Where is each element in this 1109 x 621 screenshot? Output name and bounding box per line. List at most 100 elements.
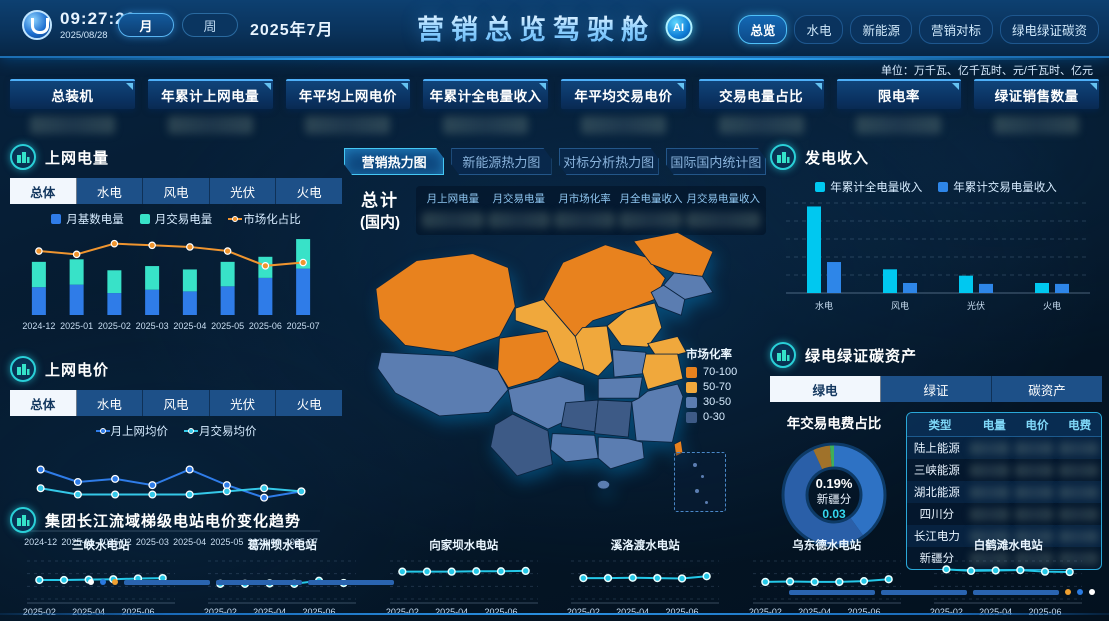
green-table-row-5[interactable]: 长江电力 bbox=[907, 525, 1101, 547]
power-tab-2[interactable]: 水电 bbox=[76, 178, 144, 204]
logo-icon bbox=[22, 10, 52, 40]
svg-text:2025-04: 2025-04 bbox=[173, 537, 206, 547]
green-table-row-value-blurred bbox=[1014, 529, 1054, 543]
total-column-2: 月交易电量 bbox=[487, 191, 550, 228]
total-columns: 月上网电量 月交易电量 月市场化率 月全电量收入 月交易电量收入 bbox=[416, 186, 766, 235]
total-column-value-blurred bbox=[422, 212, 484, 228]
pagination-dots-left[interactable] bbox=[88, 579, 394, 585]
current-date: 2025/08/28 bbox=[60, 30, 108, 41]
power-tab-4[interactable]: 光伏 bbox=[209, 178, 277, 204]
price-tab-2[interactable]: 水电 bbox=[76, 390, 144, 416]
kpi-card-5[interactable]: 年平均交易电价 bbox=[561, 79, 686, 134]
kpi-card-4[interactable]: 年累计全电量收入 bbox=[423, 79, 548, 134]
map-region-liaoning[interactable] bbox=[650, 284, 686, 316]
nav-tab-4[interactable]: 营销对标 bbox=[918, 15, 993, 44]
svg-text:2025-02: 2025-02 bbox=[99, 537, 132, 547]
map-region-hunan[interactable] bbox=[594, 399, 633, 438]
kpi-card-label: 年平均交易电价 bbox=[561, 79, 686, 109]
svg-text:2025-06: 2025-06 bbox=[249, 321, 282, 331]
svg-text:2024-12: 2024-12 bbox=[24, 537, 57, 547]
period-month-button[interactable]: 月 bbox=[118, 13, 174, 37]
legend-label: 市场化占比 bbox=[243, 214, 301, 226]
map-region-shaanxi[interactable] bbox=[574, 325, 613, 377]
kpi-card-7[interactable]: 限电率 bbox=[836, 79, 962, 134]
heatmap-tab-1[interactable]: 营销热力图 bbox=[344, 148, 444, 175]
map-region-yunnan[interactable] bbox=[490, 413, 553, 477]
legend-line-marker bbox=[95, 428, 110, 434]
legend-market-ratio[interactable]: 市场化占比 bbox=[228, 211, 301, 227]
legend-grid-price[interactable]: 月上网均价 bbox=[95, 423, 168, 439]
station-mini-chart: 2025-02 2025-04 2025-06 bbox=[930, 560, 1083, 617]
total-column-header: 月交易电量 bbox=[492, 193, 545, 205]
map-region-guangxi[interactable] bbox=[550, 433, 599, 463]
price-tab-1[interactable]: 总体 bbox=[10, 390, 77, 416]
svg-text:2025-01: 2025-01 bbox=[61, 537, 94, 547]
legend-swatch bbox=[139, 214, 150, 224]
top-header: 09:27:22 2025/08/28 月 周 2025年7月 营销总览驾驶舱 … bbox=[0, 0, 1109, 60]
power-tab-1[interactable]: 总体 bbox=[10, 178, 77, 204]
power-tab-5[interactable]: 火电 bbox=[276, 178, 342, 204]
green-table-row-6[interactable]: 新疆分 bbox=[907, 547, 1101, 569]
map-region-guangdong[interactable] bbox=[597, 436, 645, 470]
price-tab-4[interactable]: 光伏 bbox=[209, 390, 277, 416]
heatmap-tab-3[interactable]: 对标分析热力图 bbox=[559, 148, 659, 175]
nav-tab-3[interactable]: 新能源 bbox=[850, 15, 912, 44]
map-region-jiangsu-anhui[interactable] bbox=[641, 353, 684, 390]
kpi-card-6[interactable]: 交易电量占比 bbox=[698, 79, 824, 134]
green-tab-1[interactable]: 绿电 bbox=[770, 376, 881, 402]
legend-total-income[interactable]: 年累计全电量收入 bbox=[815, 179, 922, 195]
power-tab-3[interactable]: 风电 bbox=[143, 178, 210, 204]
price-panel-icon bbox=[10, 356, 36, 382]
map-region-jilin[interactable] bbox=[662, 272, 714, 300]
kpi-card-3[interactable]: 年平均上网电价 bbox=[285, 79, 411, 134]
map-region-tibet[interactable] bbox=[377, 351, 509, 417]
legend-swatch bbox=[815, 182, 826, 192]
svg-text:2025-06: 2025-06 bbox=[303, 607, 336, 617]
period-week-button[interactable]: 周 bbox=[182, 13, 238, 37]
green-tab-2[interactable]: 绿证 bbox=[881, 376, 992, 402]
kpi-card-1[interactable]: 总装机 bbox=[10, 79, 135, 134]
power-legend: 月基数电量 月交易电量 市场化占比 bbox=[10, 211, 342, 227]
svg-text:2025-04: 2025-04 bbox=[72, 607, 105, 617]
legend-label: 月基数电量 bbox=[66, 214, 124, 226]
legend-trade-price[interactable]: 月交易均价 bbox=[184, 423, 257, 439]
legend-trade-power[interactable]: 月交易电量 bbox=[139, 211, 212, 227]
total-column-value-blurred bbox=[487, 212, 550, 228]
green-table-row-3[interactable]: 湖北能源 bbox=[907, 481, 1101, 503]
map-region-hainan[interactable] bbox=[596, 479, 611, 490]
total-column-header: 月上网电量 bbox=[426, 193, 480, 205]
map-region-guizhou[interactable] bbox=[560, 399, 599, 433]
nav-tab-5[interactable]: 绿电绿证碳资 bbox=[999, 15, 1099, 44]
page-title: 营销总览驾驶舱 bbox=[417, 8, 655, 47]
map-region-hubei[interactable] bbox=[597, 376, 643, 399]
pagination-dots-right[interactable] bbox=[789, 589, 1095, 595]
legend-line-marker bbox=[184, 428, 198, 434]
svg-text:2025-06: 2025-06 bbox=[1029, 607, 1062, 617]
price-legend: 月上网均价 月交易均价 bbox=[10, 423, 342, 439]
legend-trade-income[interactable]: 年累计交易电量收入 bbox=[938, 179, 1057, 195]
heatmap-tab-4[interactable]: 国际国内统计图 bbox=[666, 148, 766, 175]
green-table-row-value-blurred bbox=[1059, 485, 1098, 499]
map-legend-item-3: 30-50 bbox=[686, 396, 737, 408]
kpi-card-2[interactable]: 年累计上网电量 bbox=[147, 79, 273, 134]
map-region-xinjiang[interactable] bbox=[375, 253, 516, 353]
svg-text:2025-02: 2025-02 bbox=[930, 607, 963, 617]
ai-button[interactable]: AI bbox=[665, 14, 692, 41]
svg-text:2024-12: 2024-12 bbox=[22, 321, 55, 331]
green-table-row-2[interactable]: 三峡能源 bbox=[907, 459, 1101, 481]
heatmap-tab-2[interactable]: 新能源热力图 bbox=[451, 148, 551, 175]
green-tab-3[interactable]: 碳资产 bbox=[992, 376, 1102, 402]
green-table-row-1[interactable]: 陆上能源 bbox=[907, 437, 1101, 459]
price-tab-5[interactable]: 火电 bbox=[276, 390, 342, 416]
station-name: 葛洲坝水电站 bbox=[247, 540, 317, 552]
nav-tab-2[interactable]: 水电 bbox=[794, 15, 844, 44]
price-tab-3[interactable]: 风电 bbox=[143, 390, 210, 416]
nav-tab-1[interactable]: 总览 bbox=[738, 15, 788, 44]
kpi-card-8[interactable]: 绿证销售数量 bbox=[974, 79, 1099, 134]
map-region-southeast-coast[interactable] bbox=[631, 383, 684, 443]
total-column-header: 月交易电量收入 bbox=[686, 193, 760, 205]
legend-base-power[interactable]: 月基数电量 bbox=[51, 211, 124, 227]
green-table-row-4[interactable]: 四川分 bbox=[907, 503, 1101, 525]
map-region-henan[interactable] bbox=[611, 349, 647, 378]
